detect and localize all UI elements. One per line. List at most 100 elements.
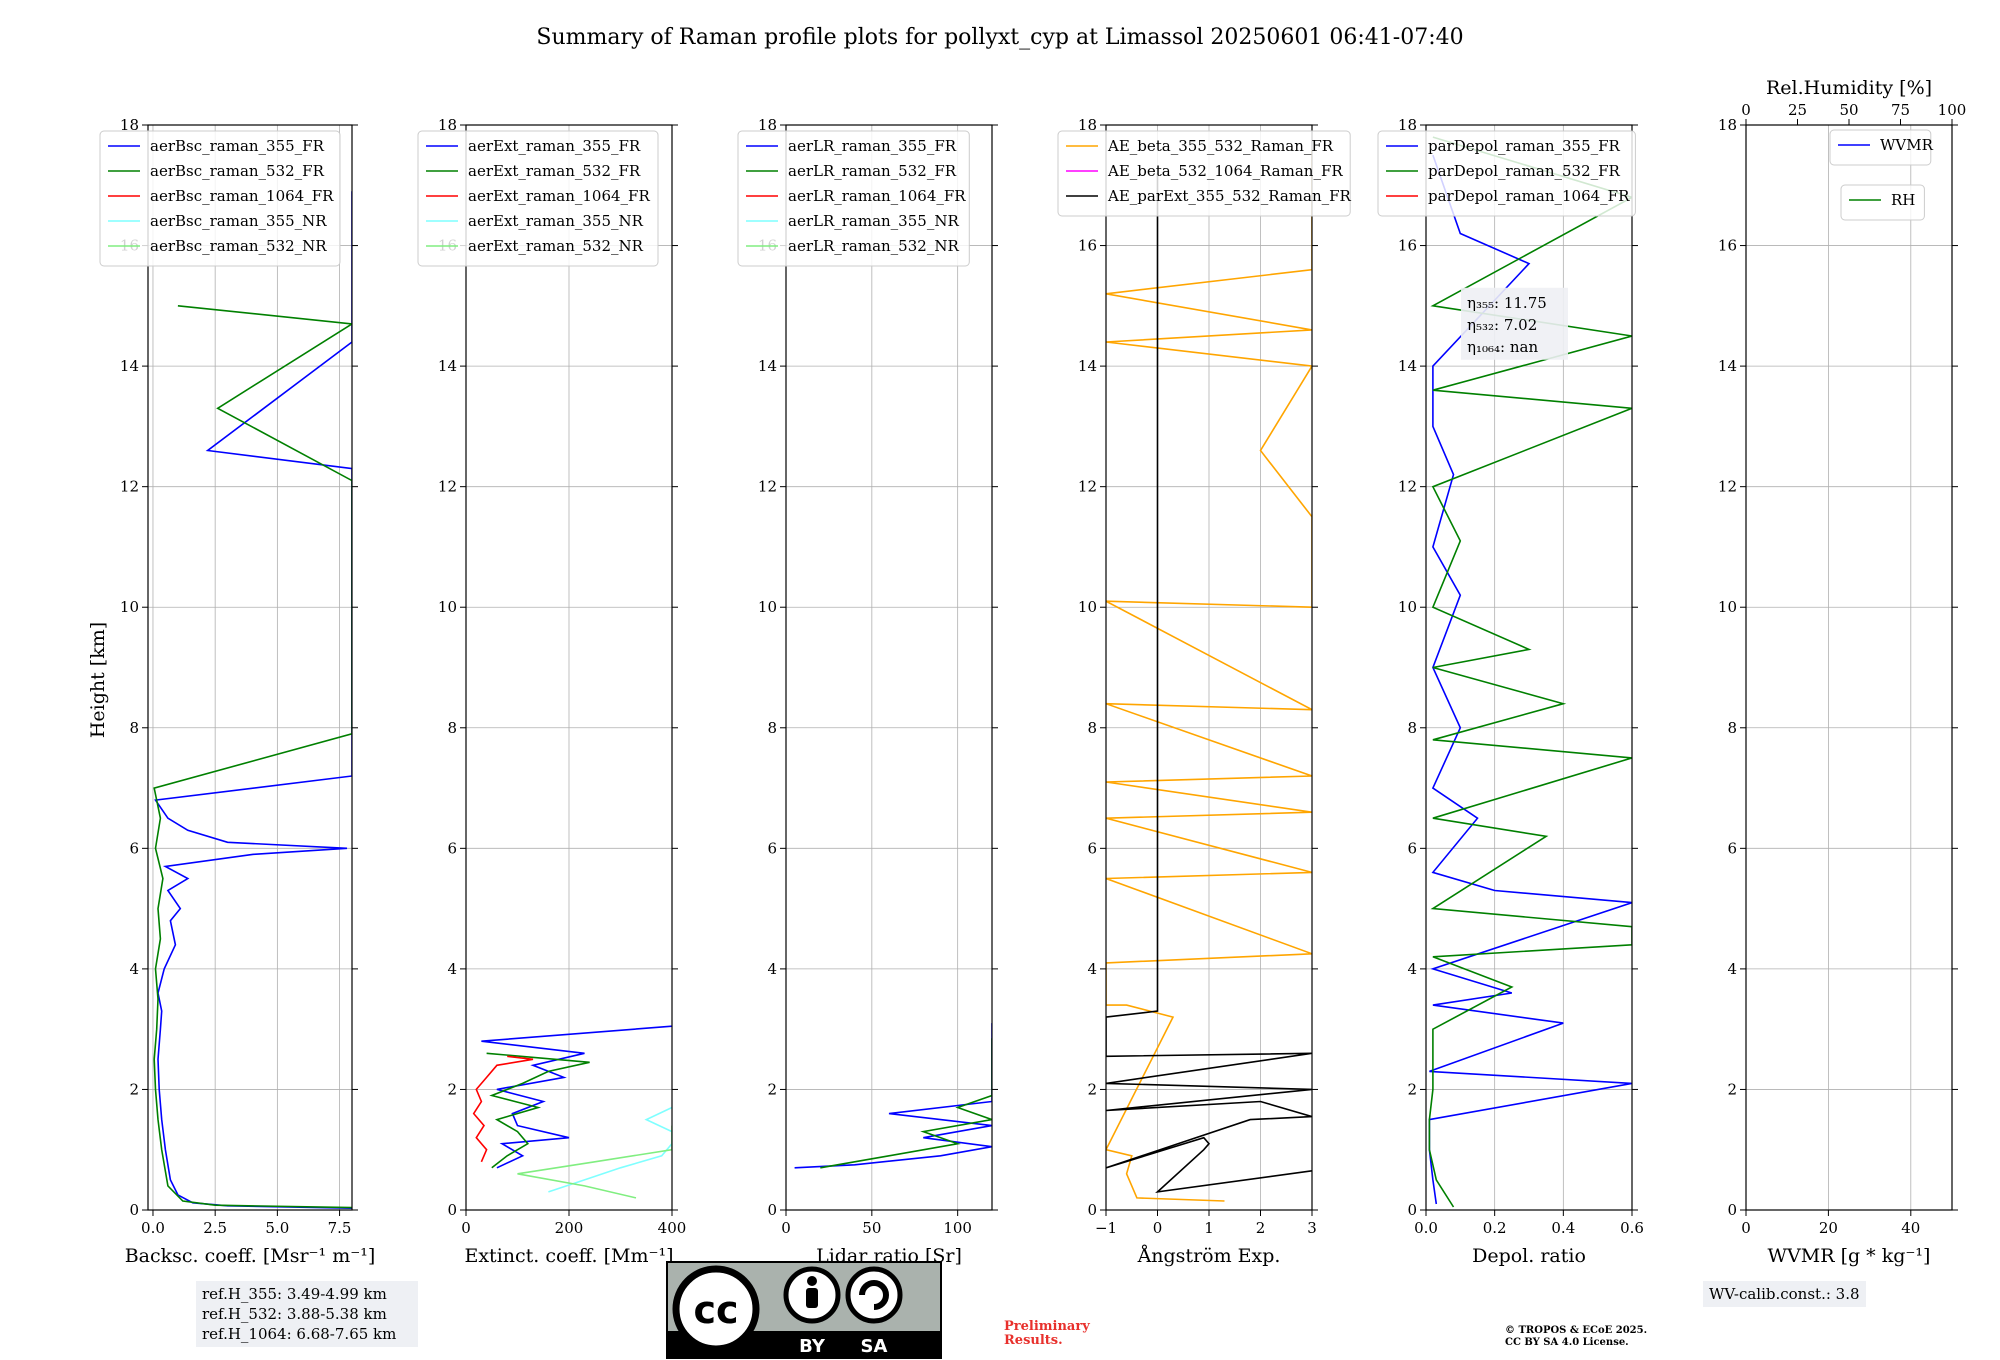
legend-label: aerExt_raman_355_NR: [468, 212, 644, 230]
x-tick-label: 1: [1204, 1219, 1214, 1237]
y-tick-label: 6: [1727, 839, 1737, 857]
y-tick-label: 12: [758, 478, 777, 496]
y-tick-label: 8: [1407, 719, 1417, 737]
y-tick-label: 18: [1718, 116, 1737, 134]
legend-frame: [1840, 184, 1925, 221]
series-group: [794, 1023, 992, 1169]
y-tick-label: 18: [758, 116, 777, 134]
series-line-aerExt_raman_1064_FR: [472, 1055, 534, 1163]
series-line-aerBsc_raman_355_FR: [154, 191, 352, 1209]
legend: parDepol_raman_355_FR parDepol_raman_532_…: [1377, 130, 1636, 217]
legend: aerBsc_raman_355_FR aerBsc_raman_532_FRae…: [99, 130, 341, 267]
y-tick-label: 14: [758, 357, 777, 375]
legend: WVMR: [1829, 129, 1934, 166]
x-tick-label: 0.6: [1620, 1219, 1644, 1237]
series-line-aerLR_raman_532_FR: [820, 1038, 992, 1169]
legend-label: aerExt_raman_532_NR: [468, 237, 644, 255]
x-tick-label: 200: [555, 1219, 584, 1237]
copyright-line-1: © TROPOS & ECoE 2025.: [1505, 1325, 1648, 1336]
legend-label: parDepol_raman_532_FR: [1428, 162, 1621, 180]
top-x-tick-label: 100: [1938, 101, 1967, 119]
y-tick-label: 16: [1398, 237, 1417, 255]
x-tick-label: 50: [862, 1219, 881, 1237]
panel-5: 0 2 4 6 8 10 12 14 16 18 0.0 0.2 0.4 0.6 Depol. ratio p…: [1377, 116, 1644, 1267]
x-tick-label: 0.0: [1414, 1219, 1438, 1237]
legend-label: parDepol_raman_1064_FR: [1428, 187, 1630, 205]
y-tick-label: 10: [1718, 598, 1737, 616]
series-group: [1428, 136, 1632, 1208]
y-tick-label: 8: [129, 719, 139, 737]
y-tick-label: 8: [1727, 719, 1737, 737]
y-tick-label: 0: [129, 1201, 139, 1219]
legend-label: aerExt_raman_355_FR: [468, 137, 641, 155]
top-x-axis-label: Rel.Humidity [%]: [1766, 77, 1932, 99]
series-line-aerBsc_raman_532_FR: [153, 305, 352, 1209]
legend: AE_beta_355_532_Raman_FR AE_beta_532_1064…: [1057, 130, 1352, 217]
y-tick-label: 2: [1407, 1080, 1417, 1098]
legend-label: aerBsc_raman_532_FR: [150, 162, 325, 180]
y-tick-label: 16: [1078, 237, 1097, 255]
legend-label: AE_beta_532_1064_Raman_FR: [1107, 162, 1343, 180]
y-tick-label: 18: [1078, 116, 1097, 134]
legend-frame: [417, 130, 659, 267]
y-tick-label: 0: [767, 1201, 777, 1219]
y-tick-label: 6: [767, 839, 777, 857]
y-tick-label: 0: [447, 1201, 457, 1219]
y-tick-label: 18: [120, 116, 139, 134]
legend-rh: RH: [1840, 184, 1925, 221]
y-tick-label: 14: [1398, 357, 1417, 375]
legend-label: aerLR_raman_532_NR: [788, 237, 959, 255]
x-tick-label: 0: [1741, 1219, 1751, 1237]
x-tick-label: 100: [943, 1219, 972, 1237]
y-tick-label: 4: [1407, 960, 1417, 978]
copyright-line-2: CC BY SA 4.0 License.: [1505, 1337, 1629, 1348]
copyright-note: © TROPOS & ECoE 2025. CC BY SA 4.0 Licen…: [1505, 1325, 1647, 1349]
x-tick-label: 0.4: [1551, 1219, 1575, 1237]
y-tick-label: 10: [438, 598, 457, 616]
series-line-aerExt_raman_532_FR: [486, 1052, 590, 1169]
y-tick-label: 4: [1087, 960, 1097, 978]
wv-calib-const: WV-calib.const.: 3.8: [1709, 1285, 1860, 1303]
y-tick-label: 14: [438, 357, 457, 375]
x-tick-label: 0: [461, 1219, 471, 1237]
top-x-tick-label: 50: [1839, 101, 1858, 119]
legend-label: AE_parExt_355_532_Raman_FR: [1107, 187, 1352, 205]
x-axis-label: WVMR [g * kg⁻¹]: [1768, 1245, 1931, 1267]
legend-frame: [1829, 129, 1932, 166]
y-tick-label: 18: [1398, 116, 1417, 134]
legend-label: aerExt_raman_1064_FR: [468, 187, 650, 205]
y-tick-label: 8: [447, 719, 457, 737]
ref-height-355: ref.H_355: 3.49-4.99 km: [202, 1285, 387, 1303]
x-tick-label: 40: [1901, 1219, 1920, 1237]
y-tick-label: 16: [1718, 237, 1737, 255]
legend-label: WVMR: [1880, 136, 1934, 154]
y-tick-label: 4: [767, 960, 777, 978]
y-tick-label: 8: [1087, 719, 1097, 737]
y-tick-label: 12: [120, 478, 139, 496]
series-line-AE_parExt_355_532_Raman_FR: [1106, 173, 1312, 1194]
y-tick-label: 12: [1398, 478, 1417, 496]
ref-height-532: ref.H_532: 3.88-5.38 km: [202, 1305, 387, 1323]
x-tick-label: 400: [658, 1219, 687, 1237]
series-line-AE_beta_355_532_Raman_FR: [1106, 149, 1312, 1202]
x-tick-label: 3: [1307, 1219, 1317, 1237]
legend-frame: [1057, 130, 1351, 217]
reference-heights-box: ref.H_355: 3.49-4.99 km ref.H_532: 3.88-…: [196, 1281, 418, 1347]
x-tick-label: 2: [1256, 1219, 1266, 1237]
legend-label: aerExt_raman_532_FR: [468, 162, 641, 180]
top-x-tick-label: 0: [1741, 101, 1751, 119]
series-group: [153, 191, 352, 1209]
legend-label: aerBsc_raman_532_NR: [150, 237, 327, 255]
series-line-parDepol_raman_355_FR: [1428, 154, 1632, 1205]
legend-label: RH: [1891, 191, 1915, 209]
series-group: [1106, 149, 1312, 1202]
y-tick-label: 10: [758, 598, 777, 616]
sa-icon: [845, 1266, 903, 1324]
y-tick-label: 14: [120, 357, 139, 375]
x-axis-label: Depol. ratio: [1472, 1245, 1586, 1267]
x-axis-label: Ångström Exp.: [1137, 1245, 1281, 1267]
y-tick-label: 2: [447, 1080, 457, 1098]
